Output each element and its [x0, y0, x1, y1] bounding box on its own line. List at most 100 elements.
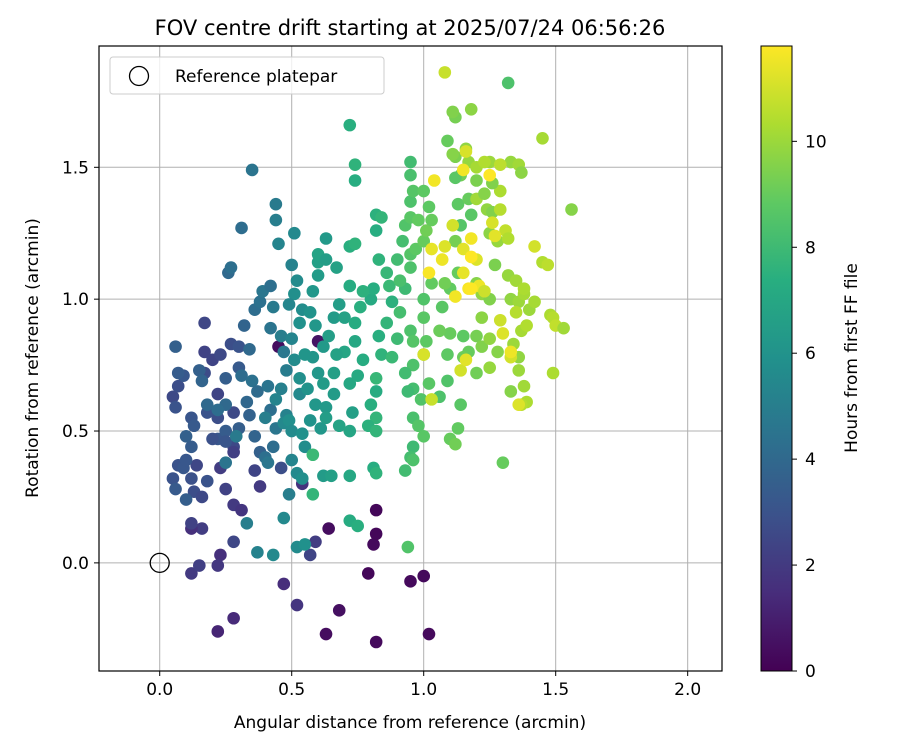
- data-point: [169, 340, 182, 353]
- data-point: [520, 319, 533, 332]
- data-point: [369, 371, 383, 385]
- data-point: [200, 398, 214, 411]
- data-point: [309, 319, 322, 332]
- x-tick-label: 0.5: [278, 680, 305, 700]
- data-point: [536, 131, 549, 145]
- data-point: [369, 385, 383, 398]
- data-point: [282, 414, 296, 427]
- data-point: [251, 546, 264, 559]
- data-point: [459, 353, 473, 367]
- data-point: [483, 332, 496, 346]
- data-point: [343, 424, 357, 438]
- data-point: [417, 429, 430, 443]
- data-point: [343, 279, 357, 293]
- data-point: [456, 242, 470, 256]
- data-point: [396, 234, 409, 248]
- data-point: [169, 400, 182, 414]
- data-point: [327, 366, 341, 380]
- data-point: [319, 400, 333, 414]
- data-point: [179, 429, 193, 443]
- data-point: [253, 480, 267, 493]
- data-point: [398, 366, 412, 380]
- data-point: [206, 432, 219, 446]
- data-point: [274, 461, 288, 475]
- data-point: [372, 253, 386, 266]
- data-point: [332, 298, 346, 311]
- data-point: [240, 517, 254, 530]
- data-point: [385, 350, 399, 364]
- data-point: [528, 240, 541, 253]
- data-point: [391, 332, 404, 346]
- y-tick-label: 1.5: [62, 158, 89, 178]
- data-point: [319, 411, 333, 425]
- data-points: [166, 66, 578, 649]
- colorbar-gradient: [760, 45, 793, 672]
- data-point: [417, 569, 430, 583]
- data-point: [269, 197, 283, 211]
- data-point: [401, 385, 415, 398]
- data-point: [475, 340, 489, 353]
- data-point: [211, 403, 225, 417]
- data-point: [375, 348, 388, 361]
- data-point: [293, 371, 306, 385]
- colorbar-ticks: 0 2 4 6 8 10: [792, 132, 827, 682]
- data-point: [211, 387, 225, 401]
- data-point: [198, 345, 211, 359]
- data-point: [314, 422, 328, 435]
- data-point: [319, 232, 333, 245]
- legend-marker-icon: [128, 65, 150, 87]
- data-point: [330, 348, 343, 361]
- data-point: [380, 316, 394, 330]
- data-point: [417, 311, 430, 324]
- data-point: [369, 466, 383, 480]
- data-point: [425, 213, 438, 227]
- data-point: [404, 168, 417, 182]
- data-point: [327, 311, 341, 324]
- data-point: [351, 519, 365, 533]
- data-point: [417, 234, 430, 248]
- data-point: [303, 306, 317, 319]
- data-point: [361, 567, 375, 580]
- data-point: [269, 393, 283, 406]
- data-point: [470, 174, 483, 187]
- data-point: [343, 469, 357, 483]
- data-point: [245, 374, 259, 388]
- x-axis-label: Angular distance from reference (arcmin): [234, 713, 586, 733]
- y-axis-label: Rotation from reference (arcmin): [23, 218, 43, 498]
- x-tick-label: 1.0: [410, 680, 437, 700]
- data-point: [517, 282, 531, 295]
- data-point: [282, 298, 296, 311]
- data-point: [322, 329, 335, 343]
- data-point: [427, 174, 441, 187]
- data-point: [293, 316, 306, 330]
- data-point: [385, 295, 399, 309]
- reference-marker: [149, 552, 170, 574]
- data-point: [295, 427, 309, 440]
- data-point: [198, 316, 211, 330]
- data-point: [364, 398, 378, 411]
- data-point: [348, 335, 362, 348]
- data-point: [451, 422, 465, 435]
- data-point: [435, 253, 449, 266]
- data-point: [449, 290, 462, 303]
- data-point: [528, 295, 541, 309]
- data-point: [393, 274, 407, 288]
- data-point: [193, 364, 206, 377]
- data-point: [456, 266, 470, 280]
- data-point: [288, 287, 301, 301]
- data-point: [504, 345, 518, 359]
- data-point: [393, 306, 407, 319]
- data-point: [179, 453, 193, 467]
- data-point: [266, 440, 280, 454]
- data-point: [404, 324, 417, 338]
- data-point: [369, 411, 383, 425]
- data-point: [195, 490, 209, 504]
- data-point: [269, 213, 283, 227]
- data-point: [303, 548, 317, 562]
- data-point: [496, 456, 510, 469]
- y-axis-ticks: 0.0 0.5 1.0 1.5: [62, 158, 99, 574]
- data-point: [417, 184, 430, 198]
- data-point: [417, 292, 430, 306]
- data-point: [224, 261, 238, 274]
- data-point: [219, 424, 233, 438]
